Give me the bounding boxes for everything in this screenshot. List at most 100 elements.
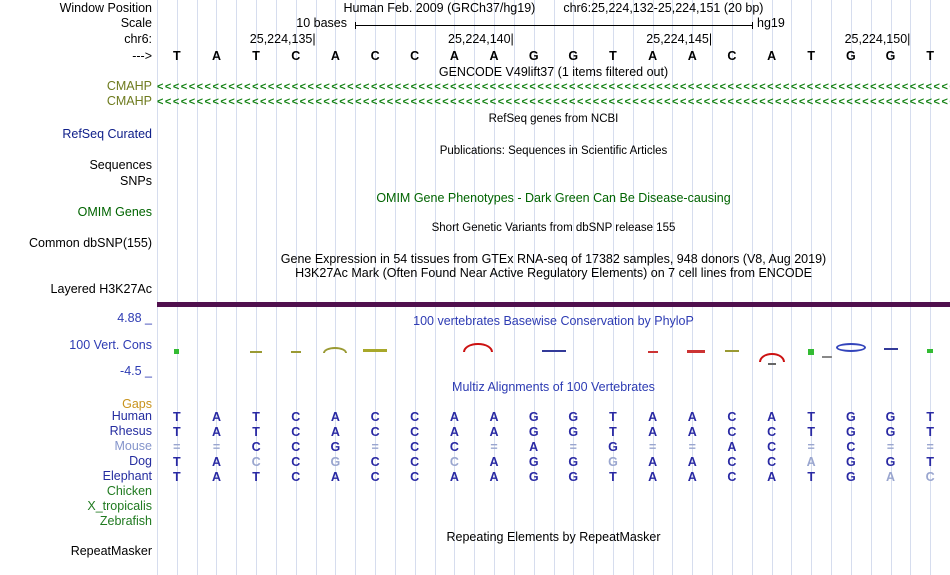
gridline xyxy=(890,0,892,575)
multiz-base: C xyxy=(370,410,380,424)
gridline xyxy=(692,0,694,575)
assembly-short-label: hg19 xyxy=(757,16,785,30)
gencode-item-label-1[interactable]: CMAHP xyxy=(106,79,152,93)
multiz-base: A xyxy=(489,425,499,439)
conservation-title: 100 vertebrates Basewise Conservation by… xyxy=(413,314,694,328)
conservation-mark xyxy=(290,351,301,353)
multiz-base: G xyxy=(885,425,896,439)
multiz-base: G xyxy=(846,425,856,439)
ruler-base: T xyxy=(807,49,816,63)
multiz-base: C xyxy=(370,455,380,469)
multiz-base: C xyxy=(410,425,420,439)
multiz-base: T xyxy=(609,425,617,439)
conservation-mark xyxy=(758,353,785,362)
conservation-mark xyxy=(541,350,566,352)
multiz-base: C xyxy=(291,440,301,454)
multiz-base: G xyxy=(568,410,579,424)
h3k27ac-label[interactable]: Layered H3K27Ac xyxy=(50,282,152,296)
gridline xyxy=(275,0,277,575)
multiz-row-label-zebrafish[interactable]: Zebrafish xyxy=(99,514,152,528)
multiz-base: C xyxy=(291,425,301,439)
multiz-base: = xyxy=(490,440,498,454)
multiz-base: T xyxy=(609,410,617,424)
gencode-item-arrows[interactable]: <<<<<<<<<<<<<<<<<<<<<<<<<<<<<<<<<<<<<<<<… xyxy=(157,96,950,108)
multiz-row-label-mouse[interactable]: Mouse xyxy=(114,439,152,453)
multiz-title: Multiz Alignments of 100 Vertebrates xyxy=(452,380,655,394)
multiz-base: A xyxy=(648,410,658,424)
multiz-base: G xyxy=(528,470,539,484)
omim-genes-label[interactable]: OMIM Genes xyxy=(77,205,152,219)
multiz-base: G xyxy=(528,410,539,424)
multiz-row-label-dog[interactable]: Dog xyxy=(129,454,152,468)
sequences-label[interactable]: Sequences xyxy=(89,158,152,172)
ruler-tick-label: 25,224,145| xyxy=(646,32,713,46)
ruler-base: T xyxy=(172,49,181,63)
multiz-base: = xyxy=(926,440,934,454)
multiz-base: A xyxy=(767,410,777,424)
gridline xyxy=(434,0,436,575)
ruler-base: C xyxy=(410,49,420,63)
gridline xyxy=(632,0,634,575)
multiz-row-label-elephant[interactable]: Elephant xyxy=(102,469,152,483)
conservation-mark xyxy=(250,351,263,353)
multiz-row-label-human[interactable]: Human xyxy=(111,409,152,423)
multiz-base: T xyxy=(172,470,181,484)
assembly-position-line: Human Feb. 2009 (GRCh37/hg19) chr6:25,22… xyxy=(157,2,950,15)
gtex-title: Gene Expression in 54 tissues from GTEx … xyxy=(280,252,827,266)
gridline xyxy=(216,0,218,575)
gridline xyxy=(731,0,733,575)
multiz-base: A xyxy=(529,440,539,454)
ruler-base: A xyxy=(648,49,658,63)
multiz-row-label-rhesus[interactable]: Rhesus xyxy=(109,424,152,438)
multiz-base: A xyxy=(330,470,340,484)
multiz-base: A xyxy=(648,425,658,439)
conservation-mark xyxy=(687,350,706,353)
multiz-base: G xyxy=(885,410,896,424)
gridline xyxy=(176,0,178,575)
repeatmasker-label[interactable]: RepeatMasker xyxy=(70,544,152,558)
multiz-base: C xyxy=(727,470,737,484)
h3k27ac-dense-bar[interactable] xyxy=(157,302,950,307)
gencode-item-arrows[interactable]: <<<<<<<<<<<<<<<<<<<<<<<<<<<<<<<<<<<<<<<<… xyxy=(157,81,950,93)
conservation-mark xyxy=(808,349,815,355)
refseq-curated-label[interactable]: RefSeq Curated xyxy=(62,127,152,141)
gridline xyxy=(850,0,852,575)
multiz-base: G xyxy=(330,455,341,469)
ruler-base: A xyxy=(767,49,777,63)
refseq-title: RefSeq genes from NCBI xyxy=(488,113,619,125)
multiz-base: A xyxy=(489,470,499,484)
multiz-base: G xyxy=(568,425,579,439)
multiz-base: A xyxy=(885,470,896,484)
scale-bar xyxy=(355,22,753,29)
multiz-row-label-x_tropicalis[interactable]: X_tropicalis xyxy=(87,499,152,513)
multiz-base: T xyxy=(172,410,181,424)
multiz-base: C xyxy=(727,455,737,469)
scale-text: 10 bases xyxy=(296,16,347,30)
gridline xyxy=(256,0,258,575)
multiz-base: A xyxy=(727,440,737,454)
multiz-base: G xyxy=(846,455,856,469)
multiz-row-label-gaps[interactable]: Gaps xyxy=(122,397,152,411)
multiz-base: A xyxy=(211,425,222,439)
multiz-base: C xyxy=(291,410,301,424)
snps-label[interactable]: SNPs xyxy=(120,174,152,188)
multiz-base: T xyxy=(807,410,816,424)
multiz-base: C xyxy=(410,455,420,469)
ruler-base: C xyxy=(370,49,380,63)
dbsnp-label[interactable]: Common dbSNP(155) xyxy=(29,236,152,250)
conservation-label[interactable]: 100 Vert. Cons xyxy=(69,338,152,352)
gencode-item-label-2[interactable]: CMAHP xyxy=(106,94,152,108)
gridline xyxy=(295,0,297,575)
multiz-base: = xyxy=(371,440,379,454)
multiz-base: = xyxy=(886,440,895,454)
multiz-base: A xyxy=(648,455,658,469)
multiz-base: C xyxy=(767,440,777,454)
gridline xyxy=(394,0,396,575)
ruler-base: T xyxy=(252,49,260,63)
multiz-base: C xyxy=(410,410,420,424)
multiz-base: C xyxy=(370,425,380,439)
multiz-base: C xyxy=(251,455,261,469)
multiz-row-label-chicken[interactable]: Chicken xyxy=(106,484,152,498)
multiz-base: G xyxy=(568,455,579,469)
